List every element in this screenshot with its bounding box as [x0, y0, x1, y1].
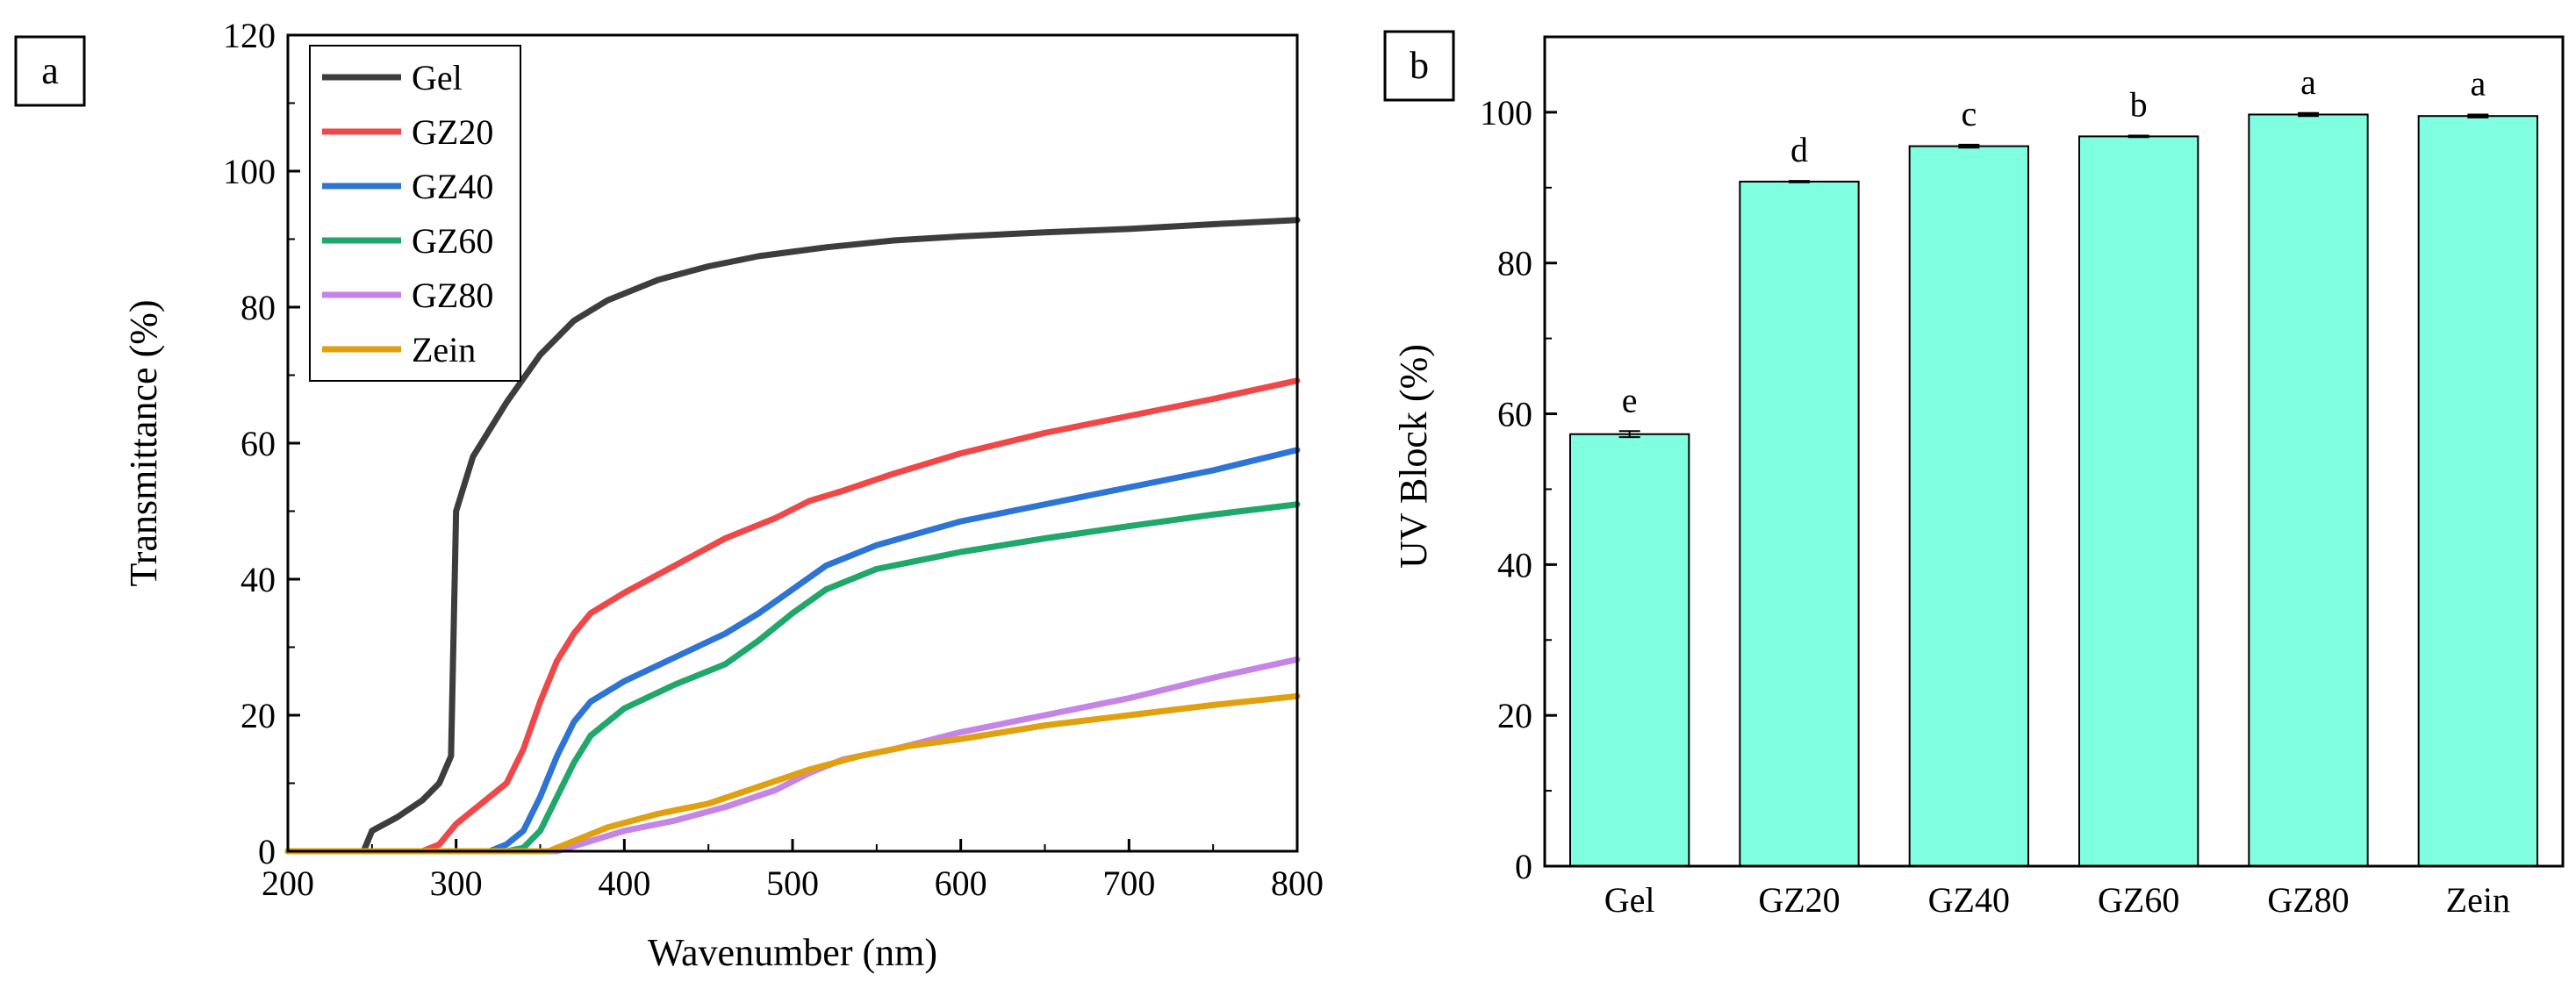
bar-zein: [2417, 115, 2539, 868]
y-tick-label: 0: [1515, 847, 1532, 886]
legend-entry-gz20: GZ20: [412, 112, 493, 152]
bar-gz20: [1739, 180, 1860, 868]
panel-a-legend: Gel GZ20 GZ40 GZ60 GZ80 Zein: [309, 45, 521, 382]
series-line-gel: [284, 217, 1301, 855]
x-tick-label-zein: Zein: [2446, 880, 2510, 920]
series-line-zein: [284, 692, 1301, 855]
bar-gz40: [1908, 145, 2030, 867]
legend-entry-gel: Gel: [412, 58, 463, 97]
y-tick-label: 20: [1497, 696, 1532, 735]
panel-b-label: b: [1410, 44, 1429, 87]
x-tick-label-gz80: GZ80: [2267, 880, 2349, 920]
x-tick-label: 600: [935, 864, 987, 903]
x-tick-label: 800: [1271, 864, 1324, 903]
y-tick-label: 0: [258, 832, 276, 871]
panel-a-label-box: [14, 35, 86, 107]
y-tick-label: 100: [1480, 93, 1532, 133]
x-tick-label-gel: Gel: [1604, 880, 1655, 920]
significance-letter-gz40: c: [1961, 94, 1977, 133]
legend-entry-zein: Zein: [412, 330, 476, 369]
x-tick-label: 700: [1102, 864, 1155, 903]
significance-letter-gz80: a: [2300, 62, 2316, 102]
panel-b: b 0 20 40 60 80 100 Gel GZ20 GZ40 GZ60 GZ80 Zein e d…: [1383, 30, 2565, 920]
legend-entry-gz40: GZ40: [412, 167, 493, 206]
bar-gz60: [2078, 135, 2199, 867]
panel-a-ticks: 200 300 400 500 600 700 800 0 20 40 60 80 100 120: [223, 16, 1324, 903]
y-tick-label: 120: [223, 16, 276, 55]
x-tick-label: 500: [766, 864, 819, 903]
y-tick-label: 60: [240, 424, 276, 463]
series-line-gz20: [284, 377, 1301, 855]
panel-a-x-axis-title: Wavenumber (nm): [648, 931, 937, 974]
y-tick-label: 40: [240, 560, 276, 599]
panel-b-y-axis-title: UV Block (%): [1392, 344, 1435, 569]
x-tick-label: 200: [262, 864, 314, 903]
panel-a: a 200 300 400 500 600 700 800 0 20 40 60 80 100 120 G…: [14, 16, 1324, 974]
panel-b-label-box: [1383, 30, 1455, 102]
series-line-gz80: [284, 656, 1301, 855]
y-tick-label: 80: [240, 288, 276, 327]
legend-box: [309, 45, 521, 382]
x-tick-label: 300: [430, 864, 483, 903]
series-line-gz60: [284, 501, 1301, 855]
bar-gz80: [2248, 113, 2369, 867]
x-tick-label-gz20: GZ20: [1758, 880, 1840, 920]
y-tick-label: 20: [240, 696, 276, 735]
series-line-gz40: [284, 447, 1301, 855]
legend-entry-gz60: GZ60: [412, 221, 493, 261]
legend-entry-gz80: GZ80: [412, 276, 493, 315]
panel-b-plot-frame: [1543, 35, 2565, 868]
significance-letter-zein: a: [2470, 63, 2486, 103]
y-tick-label: 100: [223, 152, 276, 191]
y-tick-label: 60: [1497, 395, 1532, 434]
significance-letter-gz20: d: [1790, 130, 1808, 169]
x-tick-label: 400: [598, 864, 650, 903]
x-tick-label-gz60: GZ60: [2098, 880, 2179, 920]
panel-a-y-axis-title: Transmittance (%): [122, 299, 165, 586]
bar-gel: [1569, 433, 1690, 867]
panel-a-series: [284, 217, 1301, 855]
panel-a-label: a: [41, 49, 59, 92]
panel-a-plot-frame: [286, 33, 1299, 853]
y-tick-label: 80: [1497, 244, 1532, 283]
y-tick-label: 40: [1497, 545, 1532, 584]
x-tick-label-gz40: GZ40: [1928, 880, 2010, 920]
panel-b-bars: e d c b a a: [1569, 62, 2539, 868]
significance-letter-gel: e: [1622, 380, 1638, 419]
significance-letter-gz60: b: [2130, 85, 2148, 125]
